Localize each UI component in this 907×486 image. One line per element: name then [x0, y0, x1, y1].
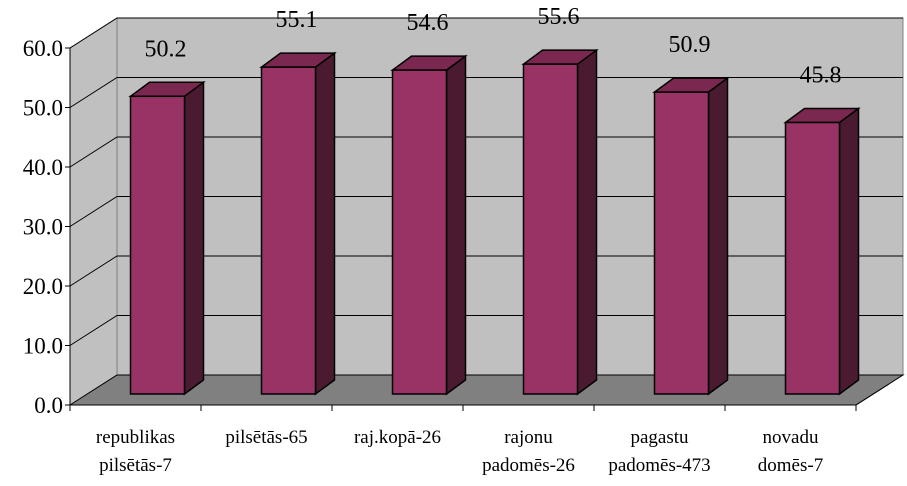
- category-label: padomēs-473: [608, 455, 710, 476]
- y-tick-label: 30.0: [23, 215, 63, 240]
- category-label: pagastu: [630, 427, 689, 448]
- bar: [783, 107, 861, 396]
- data-label: 55.1: [276, 7, 318, 33]
- gridline: [69, 196, 903, 227]
- category-label: pilsētās-65: [225, 427, 307, 448]
- bar-side: [183, 80, 205, 396]
- bar-side: [576, 48, 598, 396]
- labels: 0.0 10.0 20.0 30.0 40.0 50.0 60.0 50.2 republika…: [23, 4, 842, 476]
- bar-front: [522, 63, 579, 395]
- bar-side: [707, 76, 729, 396]
- category-label: pilsētās-7: [99, 455, 172, 476]
- bars: [128, 48, 861, 396]
- bar-side: [838, 107, 860, 396]
- axes: [65, 47, 890, 411]
- category-label: domēs-7: [758, 455, 823, 476]
- y-tick-label: 10.0: [23, 334, 63, 359]
- y-tick-label: 20.0: [23, 274, 63, 299]
- y-tick-label: 0.0: [34, 393, 63, 418]
- y-tick-label: 60.0: [23, 36, 63, 61]
- bar-front: [129, 95, 186, 395]
- bar: [128, 80, 206, 396]
- bar: [390, 54, 468, 396]
- category-label: rajonu: [504, 427, 553, 448]
- data-label: 55.6: [538, 4, 580, 30]
- x-axis-end: [855, 383, 890, 406]
- data-label: 50.9: [669, 32, 711, 58]
- data-label: 50.2: [145, 36, 187, 62]
- data-label: 54.6: [407, 10, 449, 36]
- bar-side: [314, 51, 336, 396]
- bar-front: [653, 91, 710, 395]
- y-tick-label: 40.0: [23, 155, 63, 180]
- y-tick-label: 50.0: [23, 96, 63, 121]
- category-label: padomēs-26: [482, 455, 575, 476]
- bar-front: [784, 121, 841, 395]
- category-label: novadu: [763, 427, 819, 448]
- bar: [652, 76, 730, 396]
- bar: [259, 51, 337, 396]
- gridlines: [69, 17, 903, 346]
- gridline: [69, 17, 903, 49]
- gridline: [69, 315, 903, 346]
- gridline: [69, 255, 903, 287]
- data-label: 45.8: [800, 62, 842, 88]
- bar-front: [391, 69, 448, 395]
- category-label: republikas: [96, 427, 175, 448]
- bar: [521, 48, 599, 396]
- bar-front: [260, 66, 317, 395]
- gridline: [69, 77, 903, 108]
- category-label: raj.kopā-26: [354, 427, 441, 448]
- gridline: [69, 136, 903, 168]
- bar-side: [445, 54, 467, 396]
